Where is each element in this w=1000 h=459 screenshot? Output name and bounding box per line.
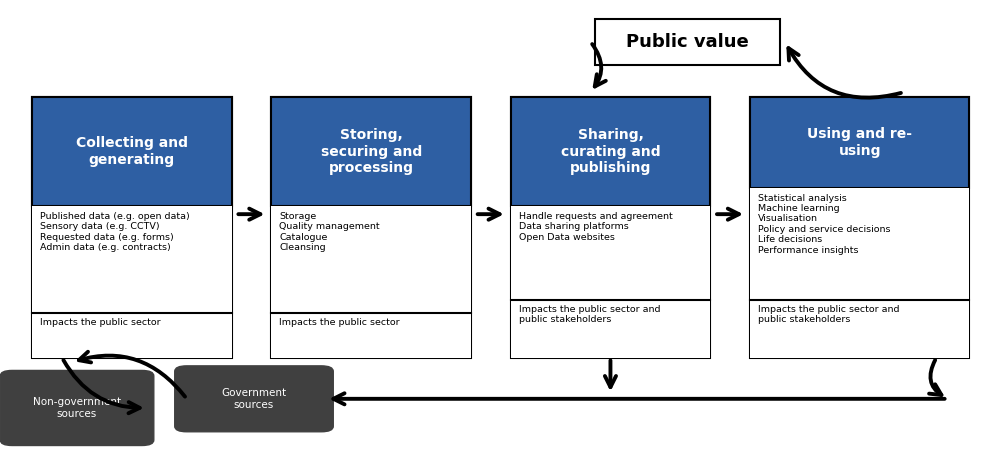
Bar: [32, 207, 232, 313]
Text: Impacts the public sector and
public stakeholders: Impacts the public sector and public sta…: [758, 305, 900, 324]
Bar: [271, 97, 471, 358]
Bar: [750, 300, 969, 358]
Text: Public value: Public value: [626, 33, 749, 51]
Bar: [511, 97, 710, 358]
Bar: [32, 97, 232, 358]
Bar: [595, 19, 780, 65]
Text: Using and re-
using: Using and re- using: [807, 127, 912, 157]
Text: Storage
Quality management
Catalogue
Cleansing: Storage Quality management Catalogue Cle…: [279, 212, 380, 252]
FancyBboxPatch shape: [0, 370, 154, 446]
Bar: [511, 300, 710, 358]
Bar: [32, 97, 232, 207]
Text: Collecting and
generating: Collecting and generating: [76, 136, 188, 167]
Text: Impacts the public sector: Impacts the public sector: [40, 318, 161, 327]
Bar: [271, 313, 471, 358]
FancyBboxPatch shape: [175, 366, 333, 432]
Text: Non-government
sources: Non-government sources: [33, 397, 121, 419]
Text: Sharing,
curating and
publishing: Sharing, curating and publishing: [561, 129, 660, 175]
Text: Impacts the public sector and
public stakeholders: Impacts the public sector and public sta…: [519, 305, 660, 324]
Bar: [511, 207, 710, 300]
Bar: [32, 313, 232, 358]
Text: Published data (e.g. open data)
Sensory data (e.g. CCTV)
Requested data (e.g. fo: Published data (e.g. open data) Sensory …: [40, 212, 190, 252]
Text: Statistical analysis
Machine learning
Visualisation
Policy and service decisions: Statistical analysis Machine learning Vi…: [758, 194, 891, 255]
Bar: [750, 97, 969, 358]
Text: Storing,
securing and
processing: Storing, securing and processing: [321, 129, 422, 175]
Bar: [511, 97, 710, 207]
Bar: [271, 207, 471, 313]
Bar: [750, 97, 969, 188]
Text: Handle requests and agreement
Data sharing platforms
Open Data websites: Handle requests and agreement Data shari…: [519, 212, 672, 241]
Bar: [271, 97, 471, 207]
Bar: [750, 188, 969, 300]
Text: Government
sources: Government sources: [221, 388, 287, 409]
Text: Impacts the public sector: Impacts the public sector: [279, 318, 400, 327]
